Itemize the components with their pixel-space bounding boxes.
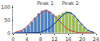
svg-text:24: 24 bbox=[93, 36, 99, 41]
svg-text:0: 0 bbox=[11, 36, 14, 41]
svg-text:4: 4 bbox=[25, 36, 28, 41]
svg-text:50: 50 bbox=[4, 17, 10, 23]
svg-text:0: 0 bbox=[7, 30, 10, 36]
svg-text:100: 100 bbox=[1, 4, 11, 10]
svg-text:8: 8 bbox=[39, 36, 42, 41]
svg-text:Peak 2: Peak 2 bbox=[62, 0, 79, 6]
svg-text:12: 12 bbox=[51, 36, 57, 41]
svg-text:16: 16 bbox=[65, 36, 71, 41]
svg-text:Peak 1: Peak 1 bbox=[37, 0, 54, 6]
svg-text:20: 20 bbox=[79, 36, 85, 41]
